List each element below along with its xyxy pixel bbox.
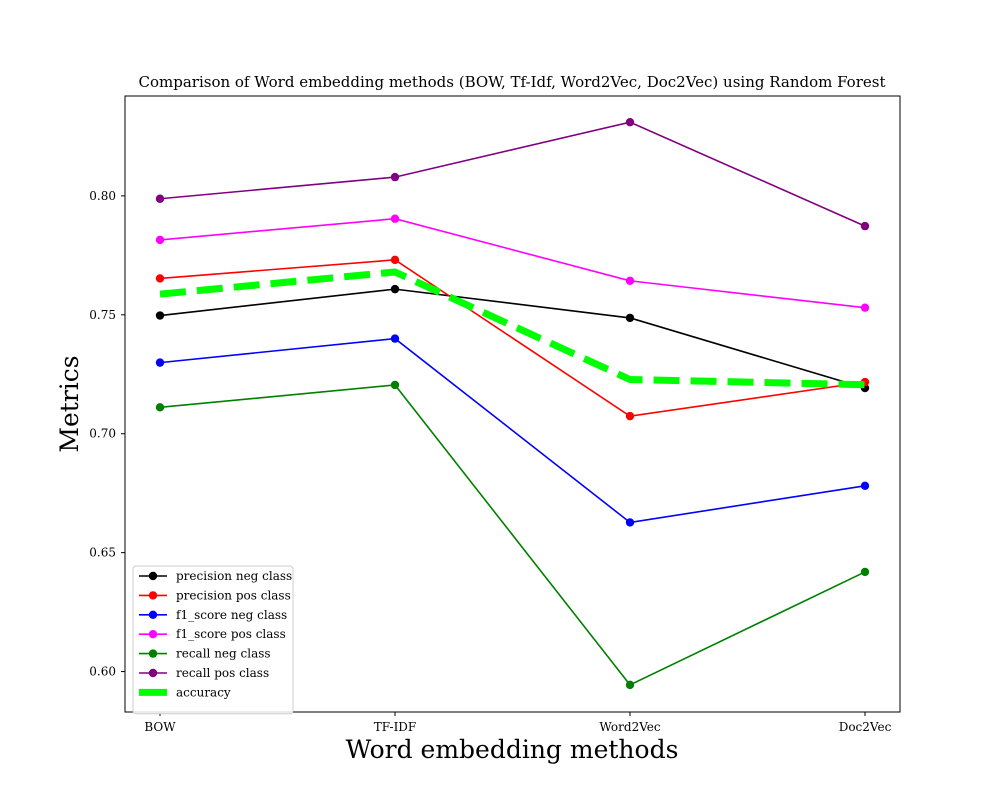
axes: 0.60 0.65 0.70 0.75 0.80 BOW TF-IDF Word2Vec Doc… xyxy=(89,189,891,734)
plot-area xyxy=(155,117,870,690)
series-accuracy xyxy=(159,268,866,389)
series-precision-neg-class xyxy=(155,284,870,393)
data-point xyxy=(625,680,635,690)
series-line xyxy=(159,217,866,309)
legend-label: f1_score pos class xyxy=(176,627,286,641)
legend-marker xyxy=(148,668,158,678)
y-tick-label: 0.75 xyxy=(89,308,116,322)
legend-marker xyxy=(148,630,158,639)
series-line xyxy=(159,384,866,686)
legend-label: recall pos class xyxy=(176,666,269,680)
legend-marker xyxy=(148,610,158,619)
data-point xyxy=(390,172,400,182)
series-line xyxy=(159,121,866,227)
x-tick-label: TF-IDF xyxy=(374,720,417,734)
legend-label: recall neg class xyxy=(176,647,271,661)
legend-item: accuracy xyxy=(139,685,231,699)
series-line xyxy=(159,288,866,389)
legend-marker xyxy=(148,649,158,658)
data-point xyxy=(155,403,165,412)
legend-item: f1_score neg class xyxy=(139,608,287,622)
data-point xyxy=(155,274,165,283)
x-axis-label: Word embedding methods xyxy=(346,735,679,764)
data-point xyxy=(625,313,635,323)
data-point xyxy=(390,284,400,294)
data-point xyxy=(625,518,635,527)
x-tick-label: BOW xyxy=(144,720,176,734)
series-recall-neg-class xyxy=(155,380,870,690)
legend-marker xyxy=(148,571,158,581)
data-point xyxy=(625,276,635,285)
legend-marker xyxy=(148,591,158,600)
legend-label: accuracy xyxy=(176,685,231,699)
series-f1-score-pos-class xyxy=(155,214,870,312)
data-point xyxy=(860,221,870,231)
y-tick-label: 0.80 xyxy=(89,189,116,203)
legend-box xyxy=(132,565,294,715)
data-point xyxy=(860,481,870,491)
legend-item: precision pos class xyxy=(139,588,291,602)
plot-frame xyxy=(124,95,901,713)
series-line xyxy=(159,337,866,524)
series-f1-score-neg-class xyxy=(155,334,870,527)
data-point xyxy=(860,303,870,312)
chart-title: Comparison of Word embedding methods (BO… xyxy=(139,73,886,91)
x-tick-label: Word2Vec xyxy=(599,720,660,734)
series-line xyxy=(159,259,866,417)
data-point xyxy=(390,334,400,343)
legend: precision neg class precision pos class f1… xyxy=(132,565,294,715)
legend-label: precision neg class xyxy=(176,569,292,583)
data-point xyxy=(155,358,165,367)
data-point xyxy=(860,567,870,577)
legend-label: precision pos class xyxy=(176,588,291,602)
series-line xyxy=(159,268,866,389)
data-point xyxy=(625,117,635,127)
x-tick-label: Doc2Vec xyxy=(839,720,892,734)
data-point xyxy=(155,194,165,203)
data-point xyxy=(390,255,400,265)
data-point xyxy=(625,411,635,421)
y-tick-label: 0.70 xyxy=(89,427,116,441)
series-recall-pos-class xyxy=(155,117,870,231)
legend-item: precision neg class xyxy=(139,569,292,583)
data-point xyxy=(155,235,165,245)
y-tick-label: 0.60 xyxy=(89,665,116,679)
data-point xyxy=(155,311,165,320)
y-tick-label: 0.65 xyxy=(89,546,116,560)
legend-item: recall pos class xyxy=(139,666,269,680)
data-point xyxy=(390,214,400,223)
data-point xyxy=(390,380,400,390)
legend-item: recall neg class xyxy=(139,647,271,661)
legend-label: f1_score neg class xyxy=(176,608,287,622)
y-axis-label: Metrics xyxy=(55,355,84,452)
legend-item: f1_score pos class xyxy=(139,627,286,641)
series-precision-pos-class xyxy=(155,255,870,421)
